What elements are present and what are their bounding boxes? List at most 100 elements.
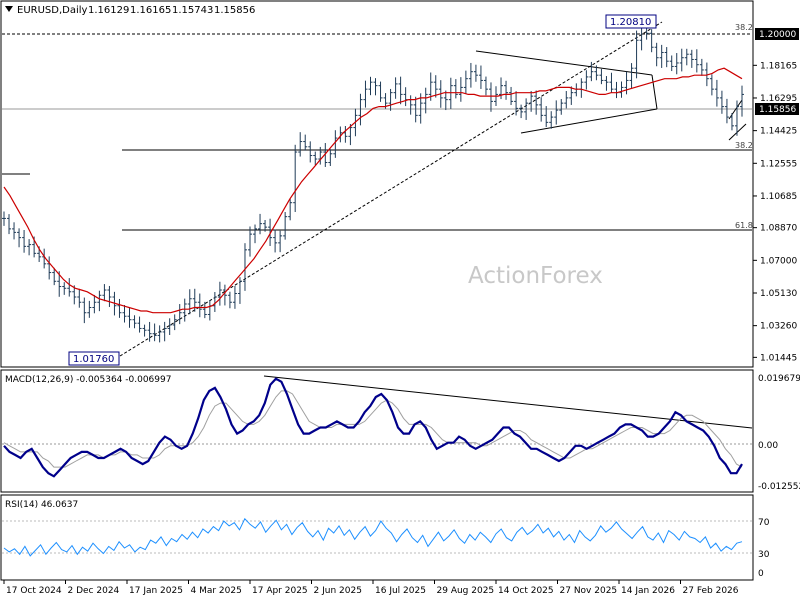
candle bbox=[514, 91, 519, 116]
candle bbox=[679, 48, 684, 72]
candle bbox=[554, 100, 559, 125]
rsi-panel: RSI(14) 46.0637 70 30 0 bbox=[0, 494, 770, 581]
candle bbox=[232, 285, 237, 309]
candle bbox=[82, 297, 87, 324]
candle bbox=[212, 292, 217, 312]
candle bbox=[288, 198, 293, 221]
candle bbox=[303, 134, 308, 151]
macd-panel: MACD(12,26,9) -0.005364 -0.006997 0.0196… bbox=[0, 369, 800, 493]
candle bbox=[534, 90, 539, 115]
candle bbox=[222, 284, 227, 306]
candle bbox=[152, 323, 157, 342]
candle bbox=[217, 281, 222, 306]
candle bbox=[117, 298, 122, 318]
candle bbox=[323, 143, 328, 167]
price-tick-label: 1.03260 bbox=[760, 322, 797, 332]
candle bbox=[398, 76, 403, 105]
candle bbox=[704, 62, 709, 87]
candle bbox=[248, 226, 252, 257]
candle bbox=[740, 85, 744, 117]
candle bbox=[649, 29, 654, 53]
candle bbox=[599, 68, 604, 85]
candle bbox=[67, 278, 72, 297]
symbol-title: EURUSD,Daily bbox=[17, 5, 88, 16]
candle bbox=[614, 81, 619, 99]
candle bbox=[348, 124, 353, 146]
fib-label-top: 38.2 bbox=[735, 23, 753, 32]
date-tick-label: 14 Jan 2026 bbox=[621, 586, 675, 596]
rsi-line bbox=[3, 517, 743, 557]
candle bbox=[2, 211, 6, 226]
current-price-box bbox=[755, 103, 799, 115]
price-panel-border bbox=[0, 0, 754, 368]
low-annotation-box bbox=[68, 351, 120, 366]
level-1-2000-box bbox=[755, 28, 799, 40]
candle bbox=[47, 256, 52, 280]
candle bbox=[443, 90, 448, 111]
candle bbox=[584, 70, 589, 90]
candle bbox=[137, 316, 142, 333]
rsi-tick-70: 70 bbox=[758, 518, 770, 528]
candle bbox=[172, 314, 177, 331]
candle bbox=[453, 79, 458, 99]
rsi-tick-0: 0 bbox=[758, 569, 764, 579]
collapse-triangle-icon[interactable] bbox=[5, 6, 13, 12]
candle bbox=[242, 243, 247, 291]
candle bbox=[403, 87, 408, 107]
candle bbox=[12, 222, 17, 240]
candle bbox=[674, 53, 679, 75]
candle bbox=[308, 141, 313, 163]
candle bbox=[483, 76, 488, 96]
price-tick-label: 1.16295 bbox=[760, 94, 797, 104]
price-tick-label: 1.12555 bbox=[760, 159, 797, 169]
candle bbox=[122, 305, 127, 323]
candle bbox=[694, 49, 699, 73]
level-1-2000-label: 1.20000 bbox=[759, 30, 796, 40]
candle bbox=[17, 228, 22, 248]
candle bbox=[142, 324, 147, 337]
candle bbox=[729, 113, 734, 131]
candle bbox=[709, 74, 714, 96]
candle bbox=[544, 106, 549, 128]
candle bbox=[77, 288, 82, 308]
candle bbox=[27, 239, 32, 256]
candle bbox=[298, 132, 303, 157]
candle bbox=[343, 125, 348, 143]
date-tick-label: 16 Jul 2025 bbox=[375, 586, 426, 596]
candle bbox=[569, 86, 574, 105]
candle bbox=[413, 96, 418, 123]
ohlc-low: 1.15743 bbox=[172, 5, 213, 16]
macd-tick-zero: 0.00 bbox=[758, 441, 778, 451]
candle bbox=[283, 211, 288, 240]
macd-title: MACD(12,26,9) -0.005364 -0.006997 bbox=[5, 375, 171, 385]
rsi-panel-border bbox=[0, 494, 754, 581]
candle bbox=[509, 86, 514, 106]
candle bbox=[524, 98, 529, 120]
candle bbox=[72, 285, 77, 305]
price-axis: 1.20000 1.15856 1.18165 1.16295 1.14425 1.1… bbox=[753, 28, 799, 363]
moving-average-line bbox=[3, 67, 743, 314]
high-annotation-box bbox=[605, 14, 657, 29]
candle bbox=[278, 230, 283, 253]
candle bbox=[7, 214, 12, 235]
candle bbox=[328, 149, 333, 167]
price-tick-label: 1.08870 bbox=[760, 224, 797, 234]
candle bbox=[559, 99, 564, 115]
price-tick-label: 1.07000 bbox=[760, 256, 797, 266]
candle bbox=[579, 78, 584, 98]
fib-61-label: 61.8 bbox=[735, 221, 753, 230]
candle bbox=[478, 65, 483, 89]
candle bbox=[52, 267, 57, 286]
candle bbox=[689, 49, 694, 68]
candle bbox=[699, 58, 704, 76]
candle bbox=[624, 71, 629, 95]
candle bbox=[293, 144, 298, 212]
price-panel: EURUSD,Daily 1.16129 1.16165 1.15743 1.1… bbox=[0, 0, 754, 368]
candle bbox=[539, 97, 544, 122]
candle bbox=[408, 95, 413, 115]
date-axis: 17 Oct 2024 2 Dec 2024 17 Jan 2025 4 Mar 20… bbox=[3, 580, 739, 596]
candle bbox=[253, 224, 258, 244]
date-tick-label: 17 Apr 2025 bbox=[252, 586, 308, 596]
candle bbox=[654, 42, 659, 67]
date-tick-label: 17 Oct 2024 bbox=[6, 586, 62, 596]
